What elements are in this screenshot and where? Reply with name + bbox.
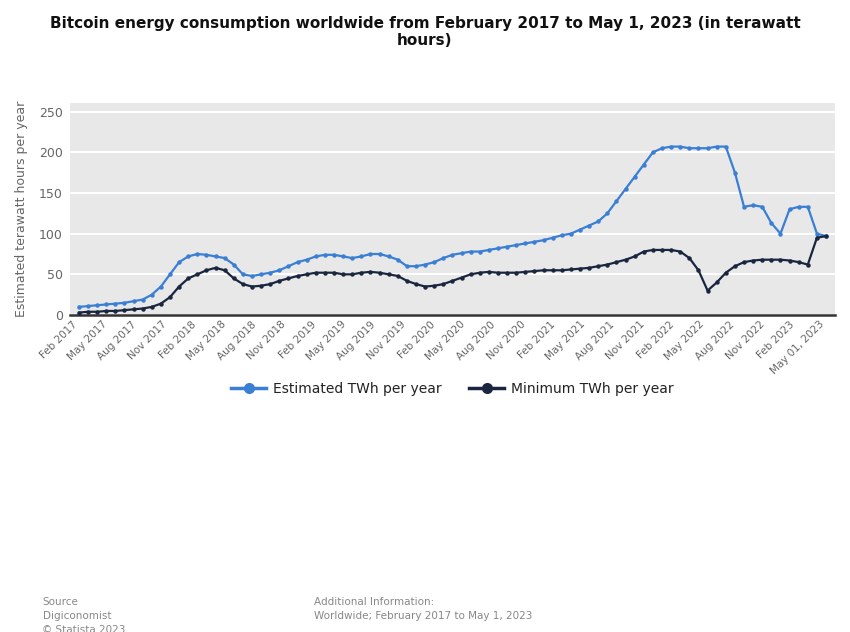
Legend: Estimated TWh per year, Minimum TWh per year: Estimated TWh per year, Minimum TWh per … [226,376,679,401]
Text: Bitcoin energy consumption worldwide from February 2017 to May 1, 2023 (in teraw: Bitcoin energy consumption worldwide fro… [49,16,801,48]
Y-axis label: Estimated terawatt hours per year: Estimated terawatt hours per year [15,101,28,317]
Text: Source
Digiconomist
© Statista 2023: Source Digiconomist © Statista 2023 [42,597,126,632]
Text: Additional Information:
Worldwide; February 2017 to May 1, 2023: Additional Information: Worldwide; Febru… [314,597,533,621]
